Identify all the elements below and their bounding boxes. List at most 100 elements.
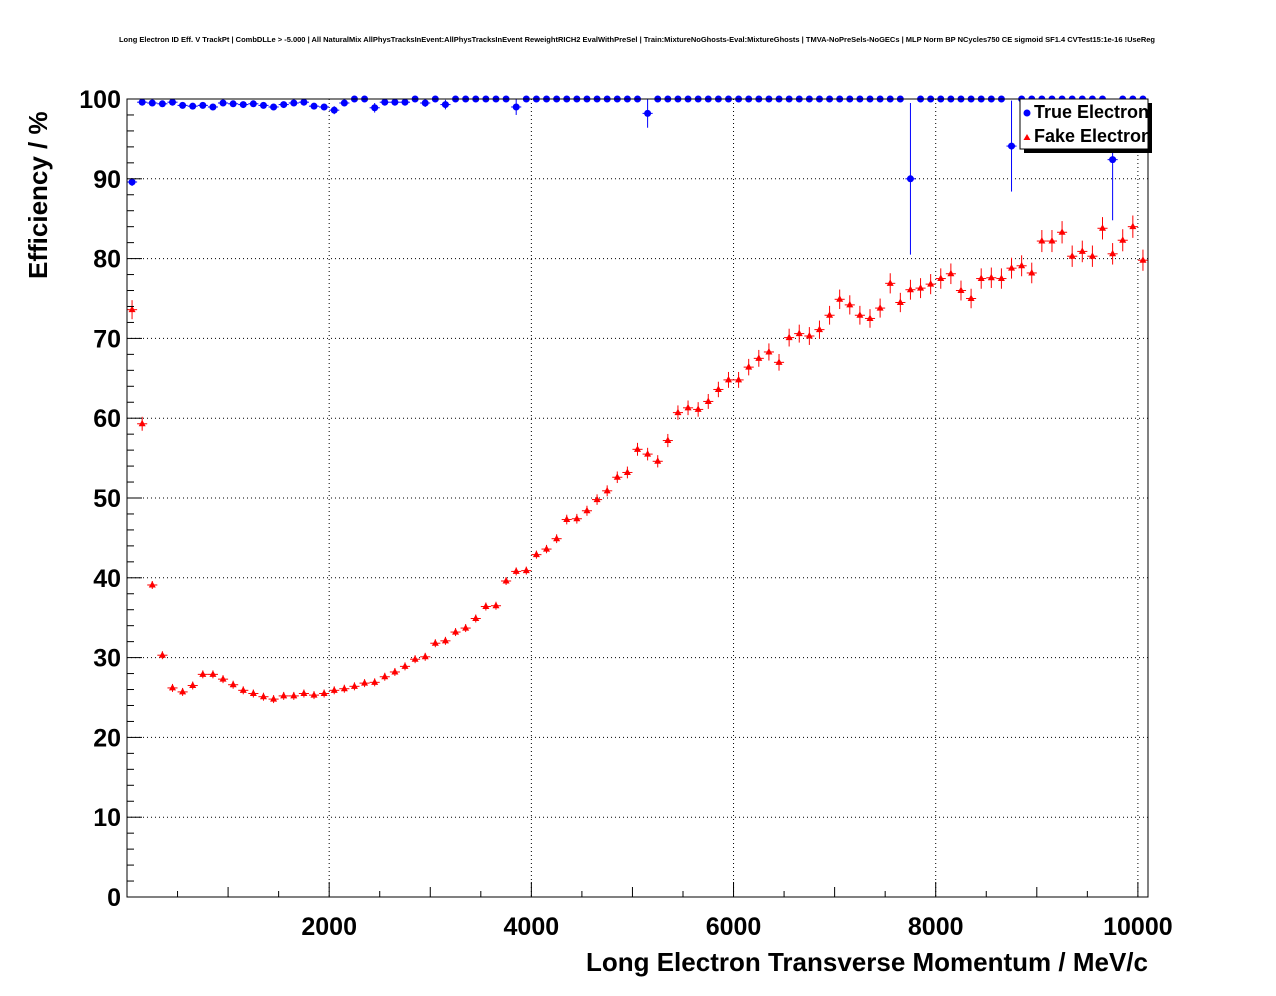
data-point xyxy=(421,99,429,107)
data-point xyxy=(1099,224,1107,231)
data-point xyxy=(168,683,176,691)
data-point xyxy=(502,576,510,584)
legend-label-fake-electron: Fake Electron xyxy=(1034,126,1152,146)
data-point xyxy=(371,104,379,112)
y-tick-label: 60 xyxy=(93,405,121,433)
data-point xyxy=(724,375,732,383)
data-point xyxy=(644,109,652,117)
data-point xyxy=(138,98,146,106)
y-tick-label: 50 xyxy=(93,485,121,513)
data-point xyxy=(280,691,288,699)
y-tick-label: 40 xyxy=(93,565,121,593)
y-tick-label: 80 xyxy=(93,246,121,274)
data-point xyxy=(886,279,894,286)
y-tick-label: 10 xyxy=(93,804,121,832)
data-point xyxy=(512,567,520,574)
data-point xyxy=(209,103,217,111)
data-point xyxy=(340,99,348,107)
data-point xyxy=(158,651,166,658)
legend-box xyxy=(1019,98,1149,150)
data-point xyxy=(1048,237,1056,244)
data-point xyxy=(997,274,1005,282)
data-point xyxy=(229,680,237,688)
y-tick-label: 100 xyxy=(79,86,121,114)
data-point xyxy=(856,311,864,318)
legend-label-true-electron: True Electron xyxy=(1034,102,1149,122)
data-point xyxy=(128,305,136,313)
data-point xyxy=(401,98,409,106)
series-true-electron xyxy=(127,95,1148,255)
data-point xyxy=(219,675,227,682)
data-point xyxy=(836,295,844,302)
data-point xyxy=(1088,252,1096,259)
y-tick-label: 20 xyxy=(93,724,121,752)
data-point xyxy=(280,101,288,109)
data-point xyxy=(138,419,146,427)
data-point xyxy=(906,175,914,183)
data-point xyxy=(310,691,318,698)
data-point xyxy=(391,667,399,675)
data-point xyxy=(249,100,257,108)
data-point xyxy=(694,405,702,412)
data-point xyxy=(391,98,399,106)
data-point xyxy=(492,601,500,609)
data-point xyxy=(532,550,540,558)
data-point xyxy=(1139,256,1147,263)
data-point xyxy=(1109,249,1117,257)
data-point xyxy=(158,100,166,108)
data-point xyxy=(755,354,763,361)
data-point xyxy=(512,103,520,111)
data-point xyxy=(290,691,298,699)
data-point xyxy=(381,672,389,680)
data-point xyxy=(957,286,965,294)
data-point xyxy=(300,689,308,697)
data-point xyxy=(209,670,217,677)
data-point xyxy=(1018,261,1026,269)
y-tick-label: 30 xyxy=(93,645,121,673)
data-point xyxy=(1119,236,1127,243)
data-point xyxy=(1038,237,1046,244)
data-point xyxy=(896,298,904,305)
data-point xyxy=(1058,228,1066,235)
data-point xyxy=(947,269,955,277)
data-point xyxy=(522,566,530,574)
data-point xyxy=(987,273,995,281)
series-fake-electron xyxy=(127,215,1148,704)
data-point xyxy=(543,545,551,552)
chart-title: Long Electron ID Eff. V TrackPt | CombDL… xyxy=(119,35,1155,44)
data-point xyxy=(189,102,197,110)
data-point xyxy=(977,274,985,282)
data-point xyxy=(401,662,409,669)
data-point xyxy=(846,300,854,308)
x-tick-label: 8000 xyxy=(908,913,964,941)
data-point xyxy=(431,639,439,646)
data-point xyxy=(340,684,348,692)
data-point xyxy=(421,652,429,660)
x-axis-label: Long Electron Transverse Momentum / MeV/… xyxy=(586,947,1148,977)
legend-marker-true-electron xyxy=(1023,109,1031,117)
data-point xyxy=(684,403,692,411)
data-point xyxy=(239,101,247,109)
data-point xyxy=(128,178,136,186)
data-point xyxy=(1109,156,1117,164)
y-tick-label: 0 xyxy=(107,884,121,912)
data-point xyxy=(482,602,490,610)
legend-marker-fake-electron xyxy=(1023,134,1031,140)
data-point xyxy=(239,686,247,693)
data-point xyxy=(330,106,338,114)
data-point xyxy=(593,495,601,503)
data-point xyxy=(1028,268,1036,276)
data-point xyxy=(876,304,884,311)
data-point xyxy=(452,628,460,635)
data-point xyxy=(229,100,237,108)
data-point xyxy=(270,695,278,702)
data-point xyxy=(937,274,945,282)
data-point xyxy=(290,99,298,107)
y-axis-label: Efficiency / % xyxy=(23,111,53,279)
data-point xyxy=(906,285,914,293)
data-point xyxy=(735,375,743,383)
data-point xyxy=(1008,142,1016,150)
data-point xyxy=(654,457,662,464)
data-point xyxy=(1129,222,1137,230)
data-point xyxy=(320,103,328,111)
